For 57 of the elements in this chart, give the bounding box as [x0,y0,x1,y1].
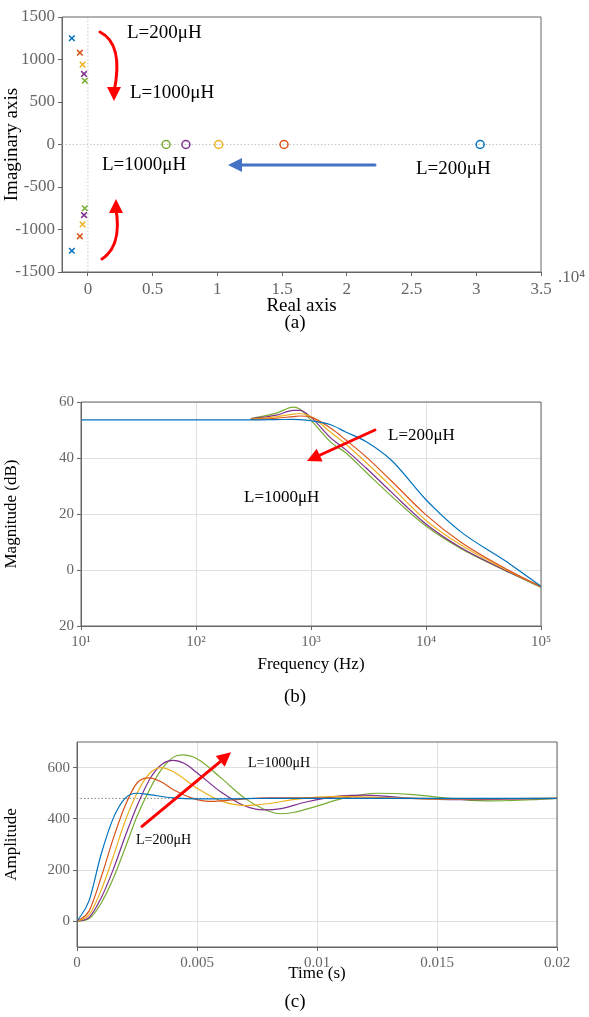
annotation: L=200μH [136,832,192,847]
annotation: L=200μH [127,21,202,42]
x-tick-label: 0.005 [180,953,214,970]
x-tick-label: 0.02 [543,953,571,970]
y-tick-label: 20 [59,616,74,633]
annotation: L=200μH [388,425,455,444]
point [161,139,171,150]
y-tick-label: 20 [59,504,74,521]
point [279,139,289,150]
annotation: L=1000μH [130,81,215,102]
x-tick-label: 10⁴ [415,632,437,649]
x-tick-label: 1 [213,278,222,298]
point [475,139,485,150]
x-tick-label: 0.5 [142,278,164,298]
point [213,139,224,150]
x-tick-label: 3 [472,278,481,298]
y-tick-label: -1000 [15,218,55,238]
annotation: L=1000μH [248,755,311,770]
point [181,139,191,150]
y-tick-label: 0 [66,560,74,577]
y-axis-title: Imaginary axis [0,87,22,202]
x-tick-label: 10² [186,632,207,649]
y-tick-label: 1000 [21,48,55,68]
y-axis-title: Amplitude [0,808,20,881]
x-tick-label: 10⁵ [530,632,552,649]
text: .10⁴ [558,267,586,286]
y-tick-label: -1500 [15,261,55,281]
y-tick-label: 1500 [21,6,55,26]
x-tick-label: 0 [83,278,93,298]
point [79,220,87,228]
x-axis-title: Frequency (Hz) [257,654,365,674]
y-tick-label: 40 [59,448,74,465]
annotation: L=1000μH [102,153,187,174]
point [81,77,89,85]
point [81,204,89,212]
y-tick-label: 400 [47,809,70,826]
y-tick-label: 200 [47,861,70,878]
x-tick-label: 10³ [301,632,322,649]
x-tick-label: 3.5 [530,278,552,298]
x-tick-label: 0.015 [420,953,454,970]
annotation: L=1000μH [244,487,320,506]
y-tick-label: 600 [47,758,70,775]
y-tick-label: 60 [59,392,74,409]
y-tick-label: -500 [23,176,55,196]
point [80,70,88,78]
x-tick-label: 10¹ [71,632,91,649]
y-tick-label: 0 [62,912,70,929]
point [80,211,88,219]
point [79,61,87,69]
y-tick-label: 0 [46,133,55,153]
y-tick-label: 500 [29,91,55,111]
text: (c) [284,990,306,1011]
annotation: L=200μH [416,157,491,178]
y-axis-title: Magnitude (dB) [0,459,20,569]
text: (b) [283,685,307,706]
x-tick-label: 2 [342,278,352,298]
x-tick-label: 2.5 [400,278,423,298]
